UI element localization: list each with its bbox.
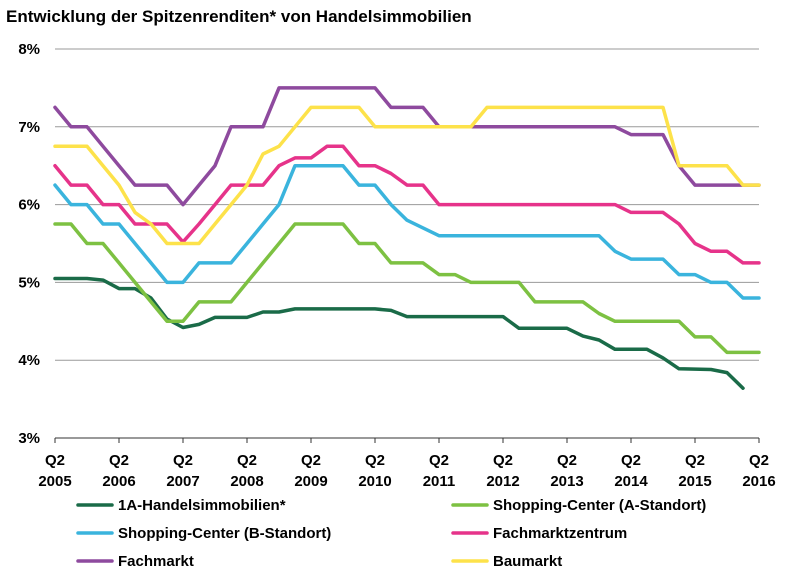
x-tick-label-line1: Q2 [173, 452, 193, 469]
y-tick-label: 8% [18, 41, 40, 58]
y-tick-label: 3% [18, 430, 40, 447]
x-tick-label-line2: 2006 [102, 473, 135, 490]
series-line [53, 222, 761, 355]
chart-title: Entwicklung der Spitzenrenditen* von Han… [6, 7, 472, 26]
y-tick-label: 6% [18, 197, 40, 214]
x-tick-label-line2: 2007 [166, 473, 199, 490]
x-tick-label-line1: Q2 [493, 452, 513, 469]
series-line [53, 105, 761, 246]
legend-label: Shopping-Center (A-Standort) [493, 497, 706, 514]
x-tick-label-line1: Q2 [749, 452, 769, 469]
x-tick-label-line1: Q2 [557, 452, 577, 469]
legend-label: Baumarkt [493, 553, 562, 570]
x-tick-label-line1: Q2 [621, 452, 641, 469]
x-tick-label-line2: 2013 [550, 473, 583, 490]
legend-label: Shopping-Center (B-Standort) [118, 525, 331, 542]
series-line [53, 144, 761, 265]
series-line [53, 163, 761, 300]
x-tick-label-line2: 2010 [358, 473, 391, 490]
legend-label: 1A-Handelsimmobilien* [118, 497, 286, 514]
legend-label: Fachmarktzentrum [493, 525, 627, 542]
y-axis-ticks: 3% 4% 5% 6% 7% 8% [18, 41, 40, 447]
x-tick-label-line1: Q2 [109, 452, 129, 469]
x-tick-label-line2: 2011 [423, 473, 456, 490]
x-tick-label-line2: 2014 [614, 473, 648, 490]
x-tick-label-line2: 2008 [230, 473, 263, 490]
series-line [53, 86, 761, 207]
legend: 1A-Handelsimmobilien* Shopping-Center (A-… [76, 497, 706, 570]
x-tick-label-line1: Q2 [237, 452, 257, 469]
x-tick-label-line1: Q2 [429, 452, 449, 469]
series-line [53, 276, 745, 390]
x-tick-label-line2: 2016 [742, 473, 775, 490]
x-tick-label-line1: Q2 [301, 452, 321, 469]
y-tick-label: 4% [18, 352, 40, 369]
x-axis-ticks: Q2 2005 Q2 2006 Q2 2007 Q2 2008 Q2 2009 Q2 2010 Q2 20… [38, 438, 776, 490]
y-tick-label: 7% [18, 119, 40, 136]
legend-label: Fachmarkt [118, 553, 194, 570]
x-tick-label-line2: 2015 [678, 473, 711, 490]
x-tick-label-line2: 2012 [486, 473, 519, 490]
plot-area [53, 86, 761, 390]
x-tick-label-line2: 2005 [38, 473, 71, 490]
x-tick-label-line1: Q2 [685, 452, 705, 469]
x-tick-label-line1: Q2 [45, 452, 65, 469]
y-tick-label: 5% [18, 274, 40, 291]
x-tick-label-line2: 2009 [294, 473, 327, 490]
x-tick-label-line1: Q2 [365, 452, 385, 469]
